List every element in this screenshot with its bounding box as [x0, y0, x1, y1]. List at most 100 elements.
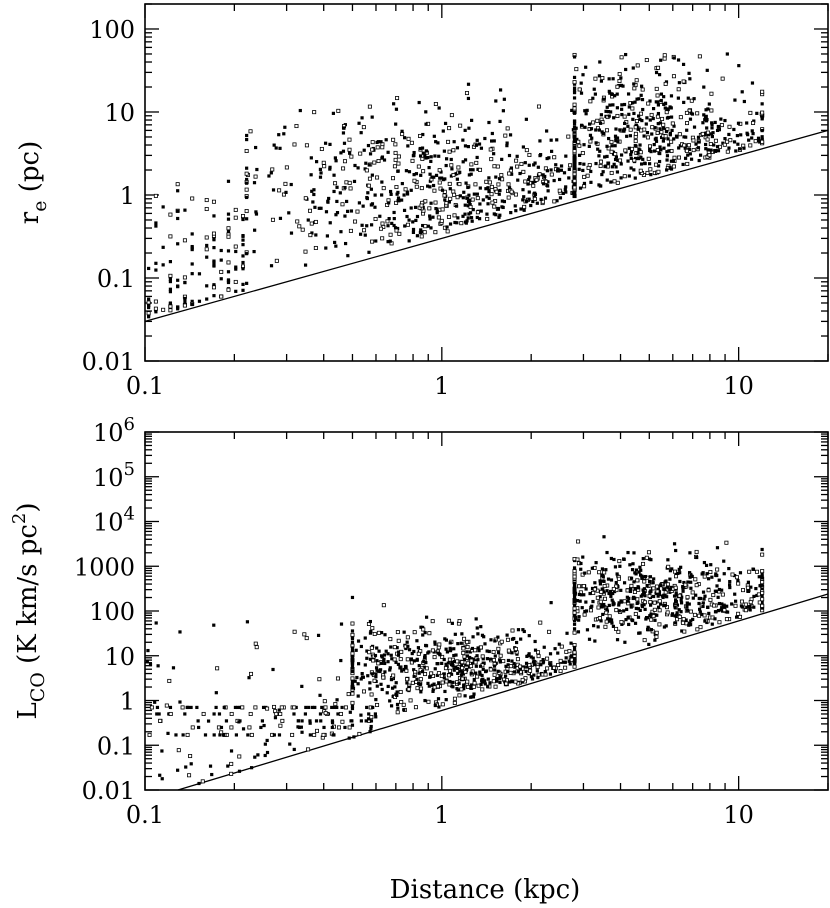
data-point [617, 559, 622, 564]
data-point [605, 589, 609, 593]
data-point [345, 199, 349, 204]
data-point [338, 191, 342, 195]
data-point [168, 277, 173, 282]
data-point [706, 133, 711, 137]
data-point [642, 603, 646, 607]
data-point [637, 97, 641, 101]
data-point [403, 664, 408, 669]
data-point [656, 164, 661, 168]
data-point [394, 228, 399, 233]
data-point [649, 612, 653, 616]
data-point [663, 101, 668, 105]
data-point [366, 143, 371, 148]
data-point [441, 129, 445, 133]
data-point [692, 125, 697, 129]
data-point [346, 692, 351, 697]
data-point [629, 576, 634, 580]
data-point [430, 619, 435, 624]
data-point [319, 146, 324, 151]
data-point [395, 96, 400, 101]
data-point [584, 65, 588, 69]
data-point [508, 133, 513, 137]
data-point [509, 166, 514, 170]
data-point [527, 177, 531, 182]
data-point [669, 585, 673, 590]
data-point [314, 233, 318, 237]
data-point [576, 139, 581, 144]
data-point [572, 96, 577, 100]
data-point [572, 627, 577, 631]
data-point [204, 235, 209, 240]
data-point [697, 607, 702, 611]
data-point [472, 677, 476, 682]
data-point [438, 176, 442, 180]
data-point [429, 155, 433, 159]
data-point [458, 123, 463, 128]
data-point [553, 647, 557, 651]
data-point [734, 149, 738, 153]
data-point [728, 138, 733, 143]
data-point [458, 170, 462, 174]
data-point [676, 87, 681, 92]
data-point [317, 677, 322, 682]
data-point [692, 97, 696, 101]
data-point [572, 589, 577, 594]
data-point [572, 102, 577, 107]
data-point [219, 277, 223, 281]
data-point [657, 599, 662, 604]
data-point [655, 148, 660, 153]
data-point [684, 110, 689, 115]
data-point [713, 149, 718, 153]
data-point [613, 157, 618, 162]
data-point [737, 147, 742, 151]
data-point [494, 175, 498, 179]
data-point [421, 625, 425, 630]
data-point [713, 617, 717, 621]
data-point [353, 679, 357, 683]
data-point [256, 753, 260, 757]
data-point [562, 171, 567, 175]
data-point [335, 676, 340, 681]
data-point [577, 167, 581, 171]
data-point [469, 671, 473, 675]
data-point [757, 600, 762, 605]
data-point [615, 113, 620, 118]
data-point [663, 590, 668, 595]
data-point [461, 196, 465, 200]
data-point [651, 614, 656, 619]
data-point [680, 629, 684, 633]
data-point [733, 573, 737, 578]
data-point [233, 215, 238, 220]
data-point [688, 609, 693, 614]
data-point [617, 603, 621, 607]
data-point [364, 161, 368, 165]
data-point [359, 131, 363, 135]
data-point [453, 220, 457, 225]
data-point [307, 705, 311, 710]
data-point [624, 67, 628, 72]
data-point [147, 305, 151, 310]
data-point [641, 157, 645, 161]
data-point [418, 677, 423, 682]
data-point [609, 578, 614, 582]
data-point [368, 681, 372, 685]
data-point [713, 589, 717, 593]
data-point [661, 139, 666, 143]
data-point [654, 139, 659, 143]
data-point [677, 614, 682, 619]
data-point [292, 747, 296, 752]
data-point [396, 169, 400, 173]
data-point [536, 650, 541, 655]
data-point [436, 651, 440, 655]
data-point [738, 571, 743, 575]
data-point [494, 99, 498, 103]
data-point [598, 149, 602, 153]
data-point [705, 126, 709, 130]
data-point [633, 100, 637, 104]
data-point [613, 94, 617, 98]
data-point [415, 658, 419, 662]
data-point [394, 660, 398, 664]
data-point [572, 600, 577, 604]
data-point [453, 172, 458, 176]
data-point [440, 654, 445, 659]
